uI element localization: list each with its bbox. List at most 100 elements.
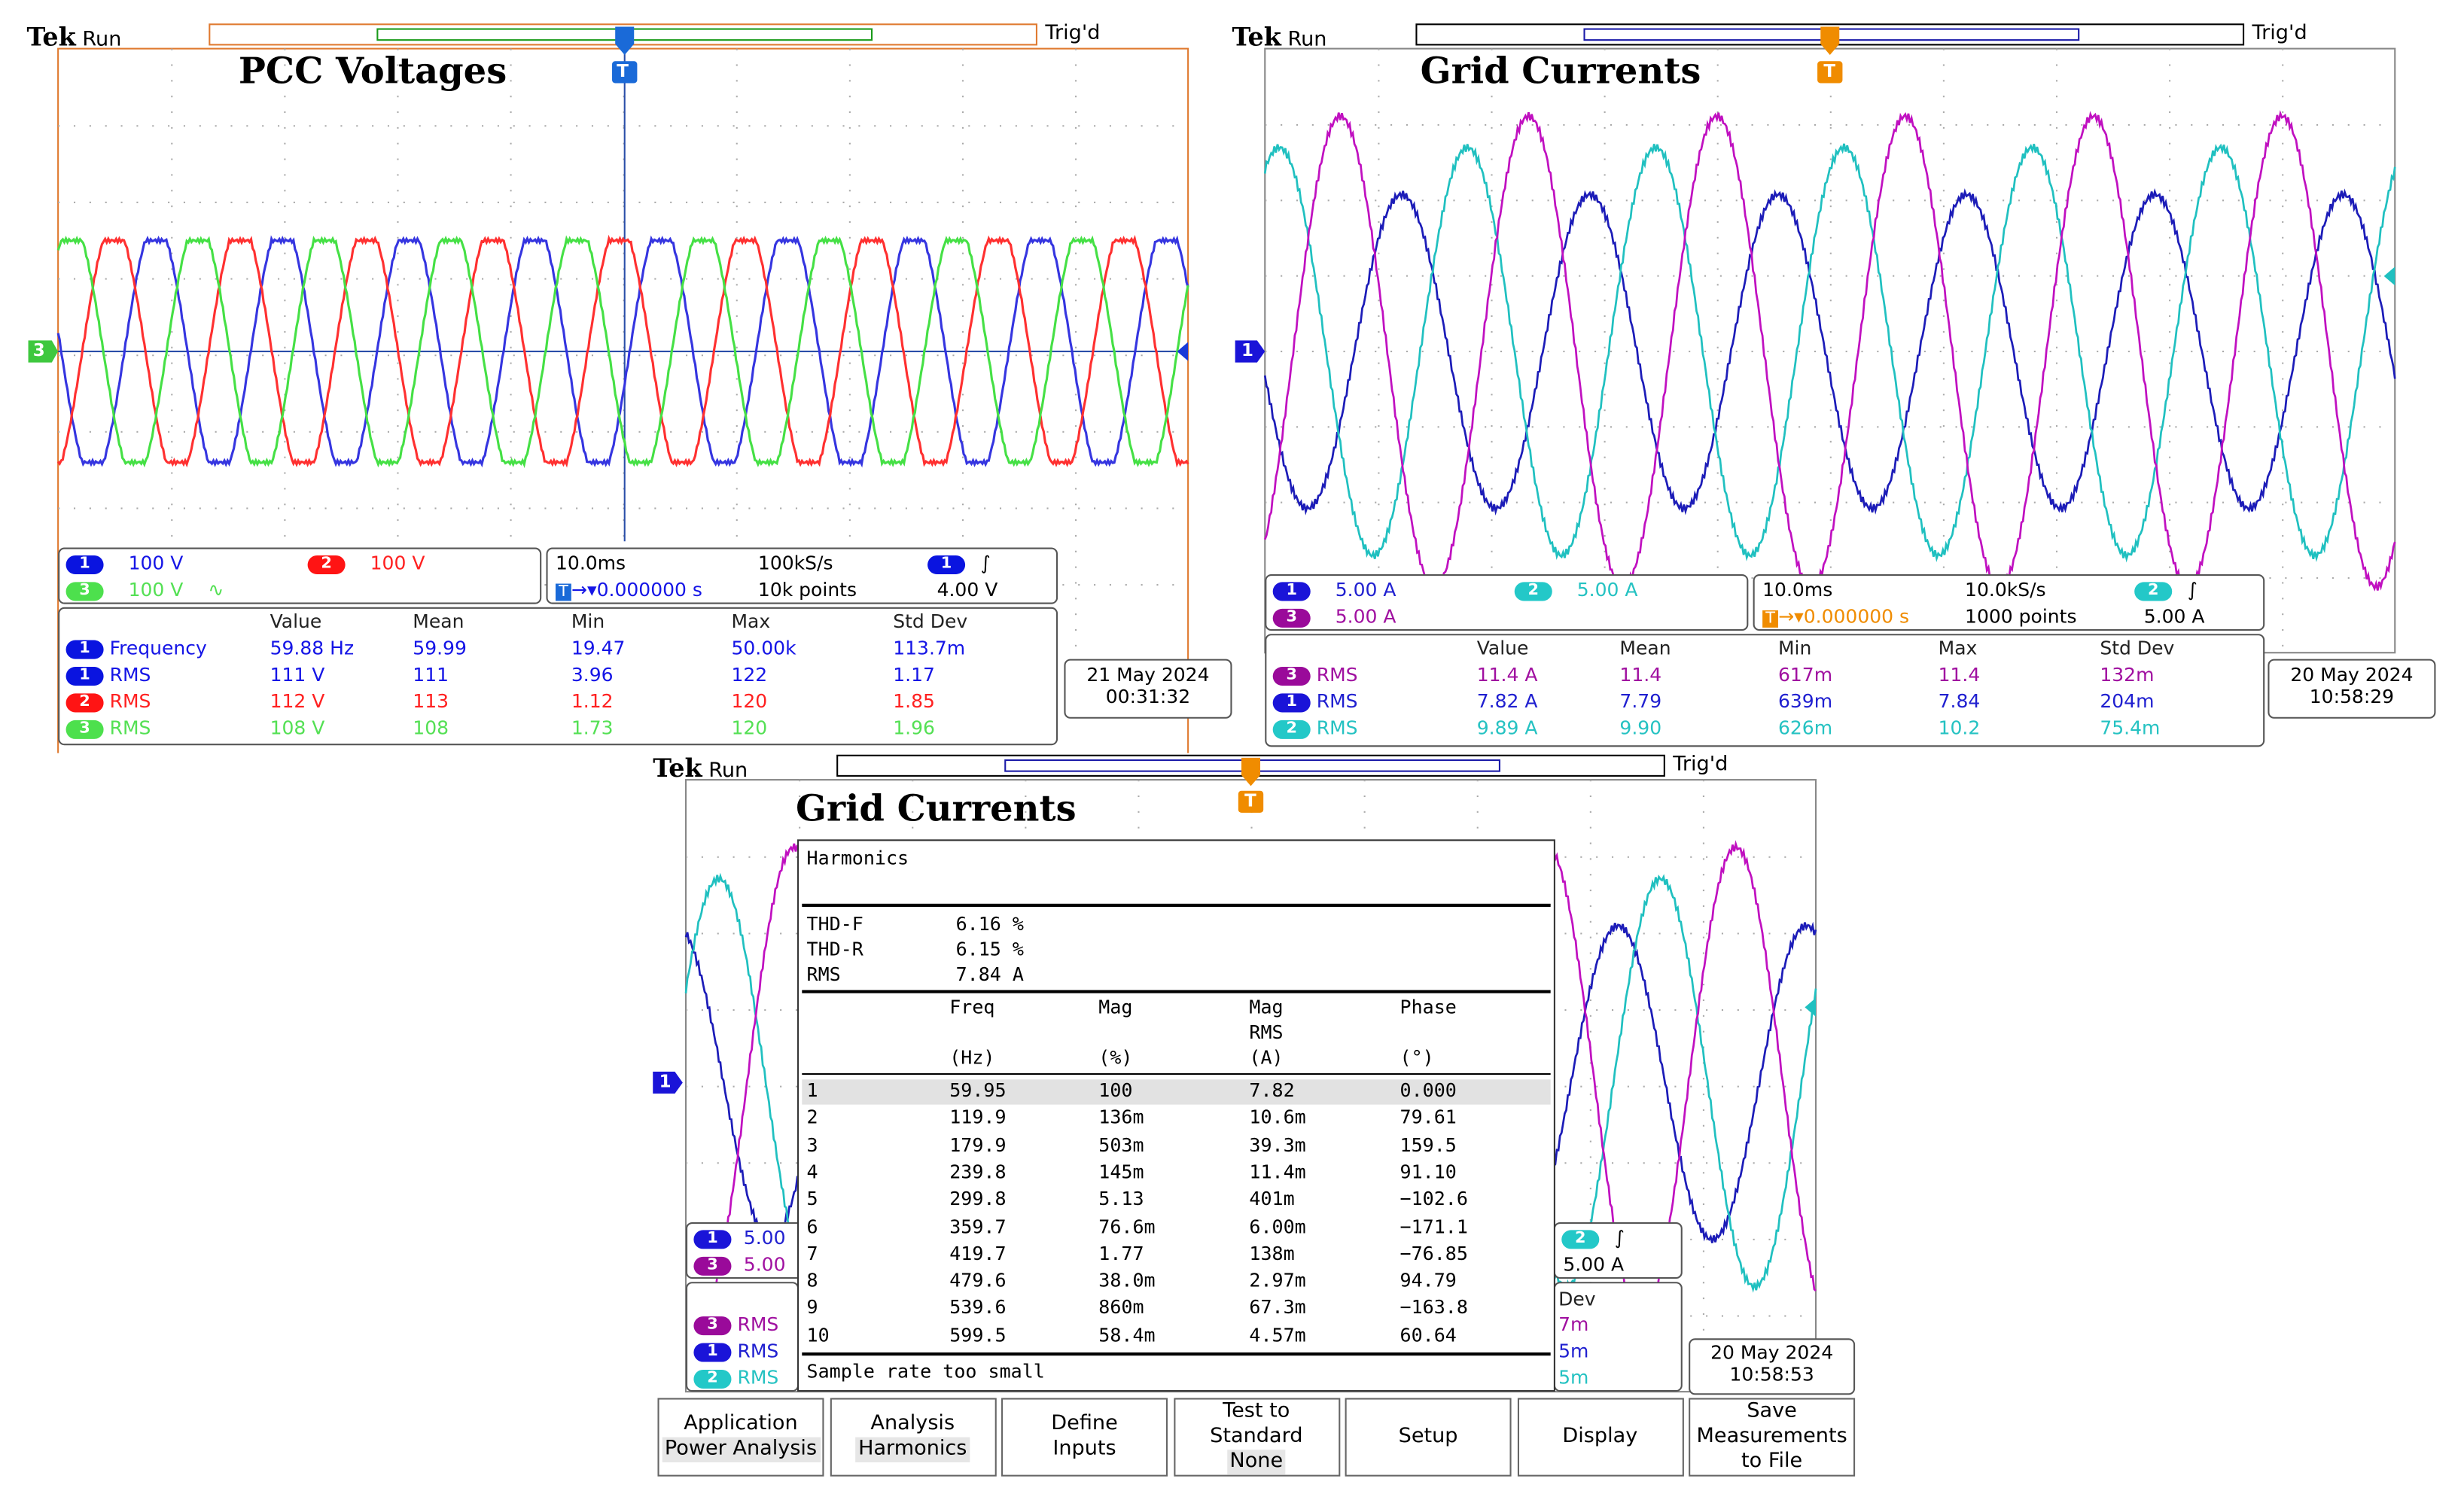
trigger-marker-icon[interactable] [612, 61, 638, 84]
harmonic-cell: 0.000 [1400, 1079, 1457, 1102]
trigger-marker-label: T [1244, 790, 1256, 811]
ch1-ground-label: 1 [1241, 340, 1253, 361]
datetime-box: 21 May 2024 00:31:32 [1064, 659, 1232, 719]
page-title: Grid Currents [1420, 50, 1701, 93]
menu-button-save[interactable]: Save Measurements to File [1689, 1398, 1856, 1477]
harmonic-order: 7 [806, 1242, 818, 1264]
ch3-badge[interactable]: 3 [65, 581, 104, 601]
ch1-badge[interactable]: 1 [693, 1229, 732, 1249]
trigger-slope-icon: ∫ [1614, 1227, 1625, 1249]
meas-name: RMS [1316, 663, 1358, 686]
menu-button-application[interactable]: Application Power Analysis [657, 1398, 824, 1477]
meas-max: 50.00k [731, 637, 796, 659]
harmonic-cell: 239.8 [949, 1161, 1007, 1183]
meas-row-label[interactable]: 1 RMS [65, 663, 151, 686]
date: 21 May 2024 [1086, 663, 1210, 686]
channel-scale-box[interactable]: 1 100 V 2 100 V 3 100 V ∿ [58, 547, 542, 604]
trigger-marker-icon[interactable] [1817, 61, 1843, 84]
timebase-box[interactable]: 10.0ms 100kS/s 1 ∫ T →▾0.000000 s 10k poi… [546, 547, 1058, 604]
rms-value: 7.84 A [955, 963, 1024, 986]
time: 10:58:29 [2309, 686, 2395, 708]
harmonic-cell: 7.82 [1249, 1079, 1295, 1102]
unit-freq: (Hz) [949, 1046, 995, 1069]
trigger-marker-label: T [617, 61, 629, 82]
menu-label: Application [684, 1412, 798, 1436]
menu-button-define[interactable]: Define Inputs [1001, 1398, 1168, 1477]
meas-row-label[interactable]: 3 RMS [65, 717, 151, 739]
meas-name: RMS [109, 690, 151, 713]
ch1-badge[interactable]: 1 [1272, 581, 1311, 601]
ch3-ground-marker-icon[interactable] [28, 340, 59, 363]
meas-std: 75.4m [2100, 716, 2161, 739]
ch1-waveform [1263, 187, 2396, 516]
harmonic-order: 8 [806, 1269, 818, 1292]
trigger-level-icon[interactable] [1805, 997, 1816, 1017]
harmonic-cell: 2.97m [1249, 1269, 1306, 1292]
col-freq: Freq [949, 996, 995, 1018]
ch1-scale: 5.00 [743, 1227, 786, 1249]
scope1-header: Tek Run [26, 22, 121, 52]
ch1-badge[interactable]: 1 [65, 554, 104, 573]
measurements-table: 3 RMS 1 RMS 2 RMS [686, 1282, 800, 1392]
ch1-ground-marker-icon[interactable] [1235, 340, 1266, 363]
ch2-scale: 100 V [370, 552, 425, 575]
meas-mean: 9.90 [1619, 716, 1662, 739]
trigger-level-icon[interactable] [2383, 266, 2395, 286]
ch3-badge[interactable]: 3 [1272, 607, 1311, 627]
harmonic-cell: 38.0m [1098, 1269, 1156, 1292]
trigger-position-icon[interactable] [615, 26, 635, 55]
ch3-badge[interactable]: 3 [693, 1255, 732, 1275]
meas-value: 7.82 A [1476, 690, 1538, 713]
menu-button-setup[interactable]: Setup [1345, 1398, 1512, 1477]
record-length: 10k points [757, 579, 857, 601]
harmonic-cell: −76.85 [1400, 1242, 1468, 1264]
meas-min: 1.73 [571, 716, 614, 739]
meas-row-label[interactable]: 1 Frequency [65, 637, 207, 659]
trigger-box[interactable]: 2 ∫ 5.00 A [1553, 1222, 1683, 1279]
meas-std: 113.7m [893, 637, 966, 659]
menu-button-test-to[interactable]: Test to Standard None [1173, 1398, 1340, 1477]
harmonic-cell: 479.6 [949, 1269, 1007, 1292]
harmonic-cell: 539.6 [949, 1296, 1007, 1319]
ch1-ground-marker-icon[interactable] [653, 1071, 683, 1094]
channel-scale-box[interactable]: 1 5.00 A 2 5.00 A 3 5.00 A [1265, 574, 1749, 631]
ch2-badge: 2 [65, 692, 104, 712]
meas-row-label[interactable]: 1 RMS [1272, 690, 1358, 712]
sample-rate: 100kS/s [757, 552, 833, 575]
datetime-box: 20 May 2024 10:58:53 [1689, 1338, 1856, 1395]
meas-row-label[interactable]: 2 RMS [65, 690, 151, 713]
meas-row-label[interactable]: 3 RMS [1272, 663, 1358, 686]
measurements-table: Value Mean Min Max Std Dev 1 Frequency 59… [58, 607, 1058, 746]
menu-label: Analysis [870, 1412, 955, 1436]
meas-std: 1.17 [893, 663, 935, 686]
rms-label: RMS [806, 963, 841, 986]
trigger-position-icon[interactable] [1820, 26, 1840, 55]
timebase-box[interactable]: 10.0ms 10.0kS/s 2 ∫ T →▾0.000000 s 1000 p… [1753, 574, 2265, 631]
harmonic-cell: 599.5 [949, 1323, 1007, 1346]
trigger-position-icon[interactable] [1241, 757, 1261, 786]
menu-button-display[interactable]: Display [1516, 1398, 1683, 1477]
harmonic-cell: −171.1 [1400, 1215, 1468, 1237]
trigger-level-icon[interactable] [1177, 342, 1189, 361]
meas-row-label[interactable]: 2 RMS [1272, 717, 1358, 739]
thd-f-label: THD-F [806, 913, 863, 936]
meas-max: 120 [731, 690, 768, 713]
menu-label: Standard [1210, 1424, 1303, 1449]
ch3-scale: 5.00 [743, 1253, 786, 1276]
trigger-level: 5.00 A [2143, 605, 2205, 628]
trigger-marker-icon[interactable] [1238, 790, 1264, 813]
menu-label: Define [1051, 1412, 1118, 1436]
meas-mean: 11.4 [1619, 663, 1662, 686]
unit-mag: (%) [1098, 1046, 1133, 1069]
menu-button-analysis[interactable]: Analysis Harmonics [829, 1398, 996, 1477]
trigger-pos-icon: T [555, 583, 572, 601]
ch2-badge[interactable]: 2 [307, 554, 346, 573]
meas-name: RMS [109, 663, 151, 686]
meas-value: 59.88 Hz [270, 637, 355, 659]
meas-value: 11.4 A [1476, 663, 1538, 686]
ch1-badge: 1 [65, 639, 104, 659]
meas-name: RMS [737, 1313, 779, 1336]
ch2-badge[interactable]: 2 [1514, 581, 1552, 601]
horizontal-position: 0.000000 s [1803, 605, 1910, 628]
trigger-pos-icon: T [1762, 610, 1779, 628]
